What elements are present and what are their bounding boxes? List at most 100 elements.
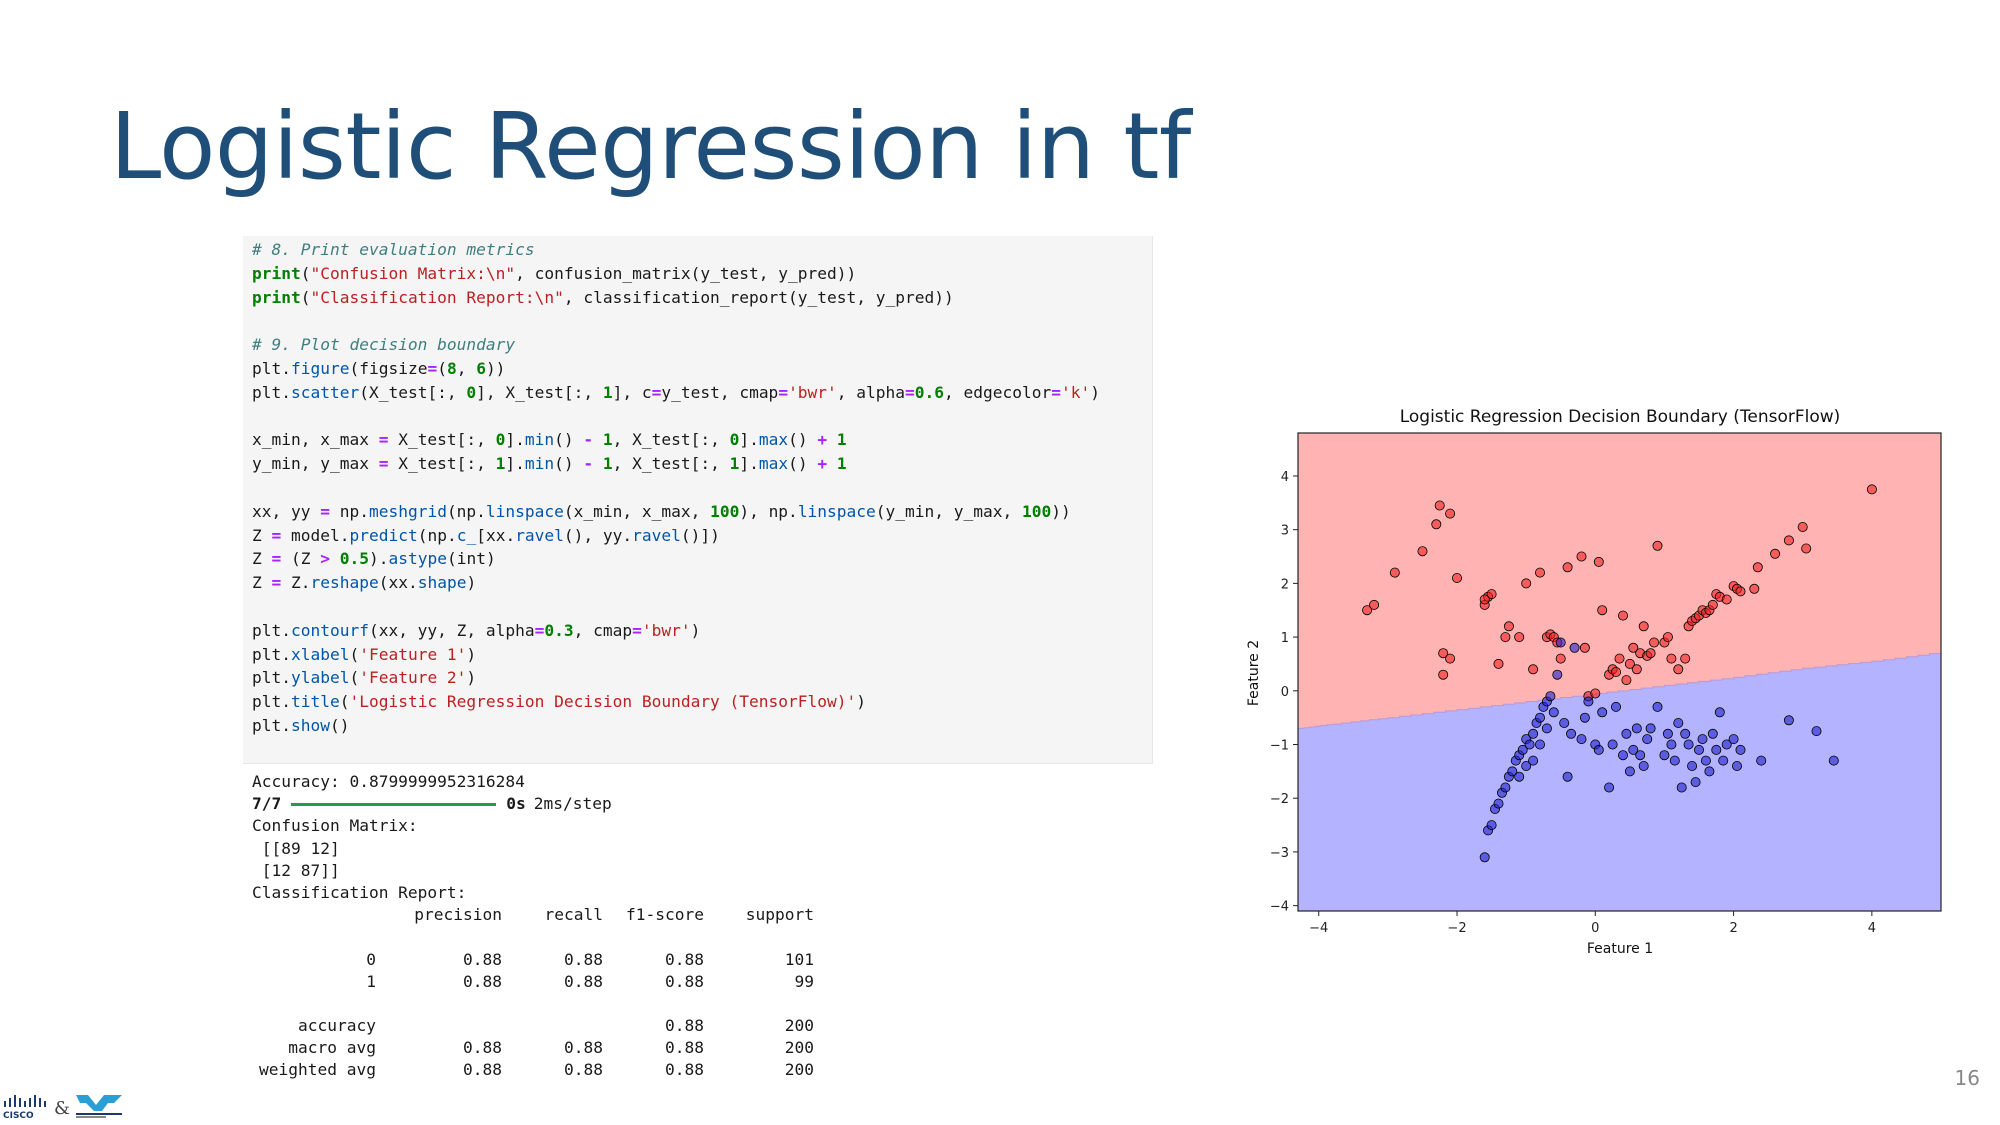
code-token: , X_test[:, — [612, 430, 730, 450]
report-cell: 0.88 — [463, 949, 502, 969]
chart-xlabel: Feature 1 — [1587, 941, 1653, 957]
code-token: X_test[:, — [388, 430, 496, 450]
data-point-class-1 — [1534, 567, 1545, 578]
report-cell: 200 — [784, 1016, 814, 1036]
code-line — [252, 309, 1152, 333]
report-row: accuracy 0.88 200 — [252, 1015, 1012, 1037]
cisco-logo: CISCO — [3, 1095, 46, 1119]
data-point-class-0 — [1628, 744, 1639, 755]
code-token: plt. — [252, 358, 291, 378]
report-cell: 0.88 — [665, 1060, 704, 1080]
chart-ylabel: Feature 2 — [1246, 640, 1262, 706]
code-line: Z = model.predict(np.c_[xx.ravel(), yy.r… — [252, 524, 1152, 548]
data-point-class-1 — [1434, 500, 1445, 511]
decision-boundary-chart: Logistic Regression Decision Boundary (T… — [1246, 407, 1942, 957]
data-point-class-1 — [1445, 653, 1456, 664]
code-token — [593, 454, 603, 473]
data-point-class-1 — [1528, 664, 1539, 675]
data-point-class-0 — [1693, 744, 1704, 755]
code-token: 1 — [836, 430, 847, 450]
data-point-class-0 — [1642, 734, 1653, 745]
code-token: predict — [349, 525, 418, 545]
code-token: = — [378, 430, 389, 450]
code-token: plt. — [252, 382, 291, 402]
data-point-class-1 — [1445, 508, 1456, 519]
code-token: scatter — [290, 382, 360, 402]
data-point-class-1 — [1576, 551, 1587, 562]
chart-title: Logistic Regression Decision Boundary (T… — [1400, 407, 1841, 427]
data-point-class-1 — [1707, 599, 1718, 610]
data-point-class-0 — [1514, 771, 1525, 782]
code-token: , edgecolor — [944, 382, 1052, 402]
data-point-class-0 — [1479, 852, 1490, 863]
code-token: min — [524, 454, 555, 474]
report-cell: 0.88 — [564, 1060, 603, 1080]
data-point-class-0 — [1673, 717, 1684, 728]
data-point-class-0 — [1569, 642, 1580, 653]
data-point-class-1 — [1624, 658, 1635, 669]
progress-time: 0s — [506, 794, 526, 814]
footer-logos: CISCO & — [2, 1093, 124, 1119]
y-tick-label: 0 — [1281, 685, 1289, 700]
code-token: meshgrid — [368, 501, 447, 521]
data-point-class-1 — [1362, 605, 1373, 616]
data-point-class-0 — [1593, 744, 1604, 755]
code-token: () — [554, 430, 584, 450]
data-point-class-0 — [1704, 766, 1715, 777]
code-token: = — [320, 501, 330, 521]
code-line: plt.xlabel('Feature 1') — [252, 643, 1152, 667]
code-token: plt. — [252, 644, 291, 664]
code-token: ], c — [612, 382, 652, 402]
data-point-class-1 — [1590, 688, 1601, 699]
code-token: , cmap — [573, 620, 633, 640]
code-token: 'Logistic Regression Decision Boundary (… — [349, 692, 857, 712]
data-point-class-0 — [1604, 782, 1615, 793]
code-line: y_min, y_max = X_test[:, 1].min() - 1, X… — [252, 452, 1152, 476]
report-cell: 0.88 — [463, 1038, 502, 1058]
progress-bar — [291, 802, 497, 806]
data-point-class-0 — [1683, 739, 1694, 750]
code-token: ravel — [515, 525, 564, 545]
report-cell: 101 — [784, 949, 814, 969]
report-row: 1 0.88 0.88 0.88 99 — [252, 971, 1012, 993]
code-token: x_min, x_max — [252, 430, 379, 450]
code-token: ) — [466, 573, 477, 593]
data-point-class-0 — [1638, 760, 1649, 771]
data-point-class-0 — [1524, 739, 1535, 750]
code-token: ylabel — [290, 668, 350, 688]
report-cell: 0.88 — [564, 971, 603, 991]
data-point-class-0 — [1645, 723, 1656, 734]
report-cell: 0 — [366, 949, 376, 969]
data-point-class-1 — [1486, 589, 1497, 600]
code-line — [252, 476, 1152, 500]
data-point-class-1 — [1493, 658, 1504, 669]
data-point-class-0 — [1559, 717, 1570, 728]
code-token: print — [252, 263, 301, 283]
code-token: () — [554, 454, 584, 474]
report-cell: 0.88 — [564, 1038, 603, 1058]
code-token: plt. — [252, 668, 291, 688]
data-point-class-0 — [1607, 739, 1618, 750]
code-token: y_min, y_max — [252, 454, 379, 474]
code-line: # 8. Print evaluation metrics — [252, 238, 1152, 262]
y-tick-label: −3 — [1270, 846, 1289, 861]
data-point-class-1 — [1451, 572, 1462, 583]
code-token: "Confusion Matrix:\n" — [310, 263, 516, 283]
data-point-class-1 — [1628, 642, 1639, 653]
data-point-class-1 — [1614, 653, 1625, 664]
data-point-class-0 — [1541, 723, 1552, 734]
data-point-class-0 — [1624, 766, 1635, 777]
code-token: ravel — [632, 525, 681, 545]
classification-report: precision recall f1-score support 0 0.88… — [252, 904, 1012, 1082]
y-tick-label: 3 — [1281, 524, 1289, 539]
code-line: plt.scatter(X_test[:, 0], X_test[:, 1], … — [252, 381, 1152, 405]
report-cell: 1 — [366, 971, 376, 991]
code-line: x_min, x_max = X_test[:, 0].min() - 1, X… — [252, 428, 1152, 452]
report-cell: 0.88 — [463, 1060, 502, 1080]
code-token: ( — [349, 644, 360, 664]
code-token: min — [524, 430, 555, 450]
code-token: c_ — [456, 525, 477, 545]
data-point-class-0 — [1562, 771, 1573, 782]
code-cell[interactable]: # 8. Print evaluation metrics print ( "Conf… — [243, 236, 1153, 764]
code-token: "Classification Report:\n" — [310, 287, 564, 307]
